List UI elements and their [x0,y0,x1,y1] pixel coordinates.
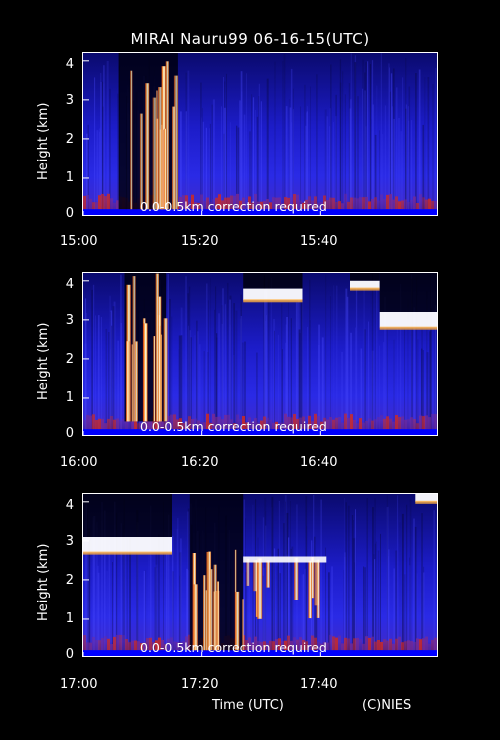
panel-3-heatmap [83,494,437,656]
panel-1-ytick-3: 3 [65,93,74,108]
panel-2-ytick-2: 2 [65,352,74,367]
panel-3-ytick-4: 4 [65,498,74,513]
panel-2-heatmap [83,273,437,435]
panel-2-xtick-2: 16:40 [300,455,338,470]
panel-2-plot [82,272,438,436]
panel-2-cloud-3 [379,273,437,330]
panel-3-ytick-2: 2 [65,573,74,588]
panel-3-surface-band [83,650,437,656]
panel-3-xtick-1: 17:20 [181,677,219,692]
panel-2-surface-band [83,429,437,435]
panel-2-xtick-1: 16:20 [181,455,219,470]
panel-3-annotation: 0.0-0.5km correction required [140,640,327,655]
panel-2-xtick-0: 16:00 [60,455,98,470]
panel-2-cloud-2 [350,273,380,291]
panel-1-ylabel: Height (km) [36,102,51,180]
panel-1-surface-band [83,209,437,215]
panel-3-xtick-2: 17:40 [300,677,338,692]
panel-2-annotation: 0.0-0.5km correction required [140,419,327,434]
panel-2-cloud-0 [124,273,168,422]
panel-3-cloud-0 [83,494,172,555]
panel-2-ytick-1: 1 [65,390,74,405]
panel-2-boundary-layer [83,413,437,430]
panel-3-ytick-3: 3 [65,534,74,549]
panel-3-ytick-0: 0 [65,647,74,662]
panel-3-cloud-1 [189,494,244,651]
panel-2-ytick-0: 0 [65,426,74,441]
panel-1-ytick-1: 1 [65,170,74,185]
panel-1-ytick-4: 4 [65,57,74,72]
panel-1-xtick-0: 15:00 [60,234,98,249]
panel-2-cloud-1 [243,273,303,303]
panel-1-ytick-0: 0 [65,206,74,221]
credit-label: (C)NIES [362,698,412,713]
panel-1-annotation: 0.0-0.5km correction required [140,199,327,214]
panel-3-plot [82,493,438,657]
panel-1-plot [82,52,438,216]
panel-3-cloud-2 [243,556,327,619]
panel-2-ytick-3: 3 [65,313,74,328]
panel-3-boundary-layer [83,634,437,651]
panel-2-ytick-4: 4 [65,277,74,292]
panel-2-ylabel: Height (km) [36,322,51,400]
panel-3-ytick-1: 1 [65,611,74,626]
chart-title: MIRAI Nauru99 06-16-15(UTC) [130,30,370,48]
panel-1-ytick-2: 2 [65,132,74,147]
panel-1-xtick-1: 15:20 [181,234,219,249]
panel-1-xtick-2: 15:40 [300,234,338,249]
panel-3-ylabel: Height (km) [36,543,51,621]
x-axis-title: Time (UTC) [212,698,284,713]
panel-3-cloud-3 [415,494,437,504]
panel-1-heatmap [83,53,437,215]
panel-3-xtick-0: 17:00 [60,677,98,692]
panel-1-cloud-0 [118,53,179,210]
